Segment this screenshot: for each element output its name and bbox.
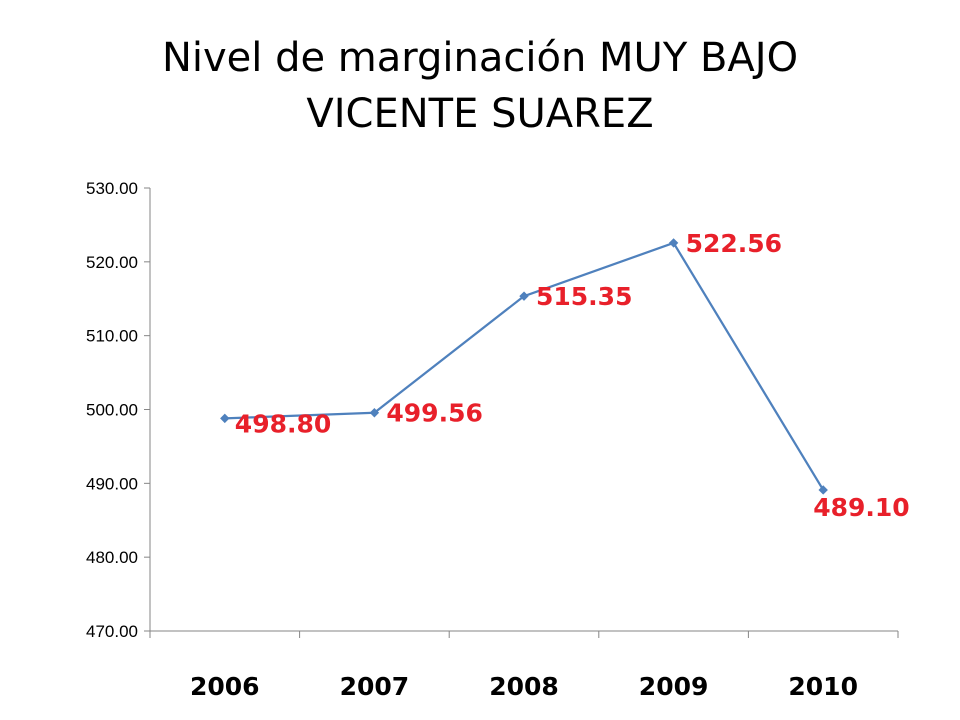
chart-axes: 470.00 480.00 490.00 500.00 510.00 520.00 530.… [86, 179, 899, 701]
chart-series [220, 238, 828, 495]
y-tick-label: 480.00 [86, 548, 138, 567]
data-point-marker [668, 238, 679, 248]
series-line [224, 241, 825, 491]
data-label: 489.10 [813, 493, 909, 522]
data-point-marker [369, 408, 380, 418]
data-point-marker [220, 413, 230, 424]
data-label: 498.80 [235, 409, 331, 438]
title-line-1: Nivel de marginación MUY BAJO [161, 35, 799, 81]
y-tick-label: 490.00 [86, 474, 138, 493]
x-tick-label: 2010 [788, 672, 858, 701]
y-tick-label: 510.00 [86, 327, 138, 346]
y-tick-label: 500.00 [86, 401, 138, 420]
x-tick-label: 2007 [340, 672, 410, 701]
chart-data-labels: 498.80 499.56 515.35 522.56 489.10 [235, 229, 910, 522]
y-tick-label: 520.00 [86, 253, 138, 272]
data-label: 522.56 [686, 229, 782, 258]
y-tick-label: 530.00 [86, 179, 138, 198]
x-tick-label: 2009 [639, 672, 709, 701]
data-point-marker [519, 291, 529, 301]
data-label: 515.35 [536, 282, 632, 311]
x-tick-label: 2008 [489, 672, 559, 701]
data-label: 499.56 [386, 399, 482, 428]
slide-title: Nivel de marginación MUY BAJO VICENTE SU… [0, 30, 960, 142]
x-tick-label: 2006 [190, 672, 260, 701]
data-point-marker [818, 485, 828, 495]
y-tick-label: 470.00 [86, 622, 138, 641]
title-line-2: VICENTE SUAREZ [306, 91, 654, 137]
